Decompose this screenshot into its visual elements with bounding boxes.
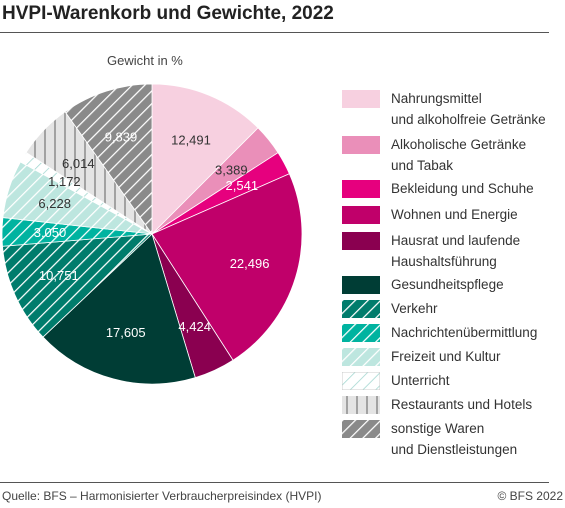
legend-label: Gesundheitspflege [391,277,504,292]
source-note: Quelle: BFS – Harmonisierter Verbraucher… [2,489,322,503]
copyright-note: © BFS 2022 [497,489,563,503]
bottom-divider [0,482,549,483]
pie-slice-sonstige-waren-und-dienstleistungen [64,83,153,236]
pie-slice-gesundheitspflege [42,233,196,385]
legend-label: Bekleidung und Schuhe [391,181,534,196]
legend-swatch [342,420,380,438]
pie-value-label-gesundheitspflege: 17,605 [106,325,146,340]
pie-value-label-nachrichtenuebermittlung: 3,050 [34,225,67,240]
pie-value-label-bekleidung-und-schuhe: 2,541 [226,178,259,193]
legend-swatch [342,232,380,250]
legend-label: Alkoholische Getränke und Tabak [391,137,527,173]
pie-value-label-hausrat-und-laufende-haushaltsfuehrung: 4,424 [178,319,211,334]
legend-label: sonstige Waren und Dienstleistungen [391,421,518,457]
chart-subtitle: Gewicht in % [107,53,183,68]
legend-swatch [342,136,380,154]
legend-label: Verkehr [391,301,438,316]
legend-swatch [342,90,380,108]
legend-label: Wohnen und Energie [391,207,518,222]
legend-label: Restaurants und Hotels [391,397,533,412]
pie-value-label-wohnen-und-energie: 22,496 [230,256,270,271]
pie-slice-verkehr [2,233,154,338]
pie-value-label-unterricht: 1,172 [48,174,81,189]
legend-swatch [342,180,380,198]
legend-swatch [342,276,380,294]
pie-value-label-verkehr: 10,751 [39,268,79,283]
legend-swatch [342,348,380,366]
pie-value-label-nahrungsmittel-und-alkoholfreie-getraenke: 12,491 [171,132,211,147]
pie-value-label-sonstige-waren-und-dienstleistungen: 9,839 [105,129,138,144]
legend-swatch [342,396,380,414]
pie-value-label-alkoholische-getraenke-und-tabak: 3,389 [215,162,248,177]
legend-label: Nahrungsmittel und alkoholfreie Getränke [391,91,546,127]
pie-slice-nahrungsmittel-und-alkoholfreie-getraenke [151,83,259,235]
legend-swatch [342,372,380,390]
legend-swatch [342,206,380,224]
pie-value-label-restaurants-und-hotels: 6,014 [62,156,95,171]
legend-label: Freizeit und Kultur [391,349,501,364]
pie-value-label-freizeit-und-kultur: 6,228 [38,196,71,211]
top-divider [0,32,549,33]
legend-label: Hausrat und laufende Haushaltsführung [391,233,521,269]
legend-swatch [342,324,380,342]
pie-slices [1,83,303,385]
legend-swatch [342,300,380,318]
pie-slice-wohnen-und-energie [151,173,303,361]
legend-label: Nachrichtenübermittlung [391,325,538,340]
legend-label: Unterricht [391,373,450,388]
chart-title: HVPI-Warenkorb und Gewichte, 2022 [2,3,334,24]
